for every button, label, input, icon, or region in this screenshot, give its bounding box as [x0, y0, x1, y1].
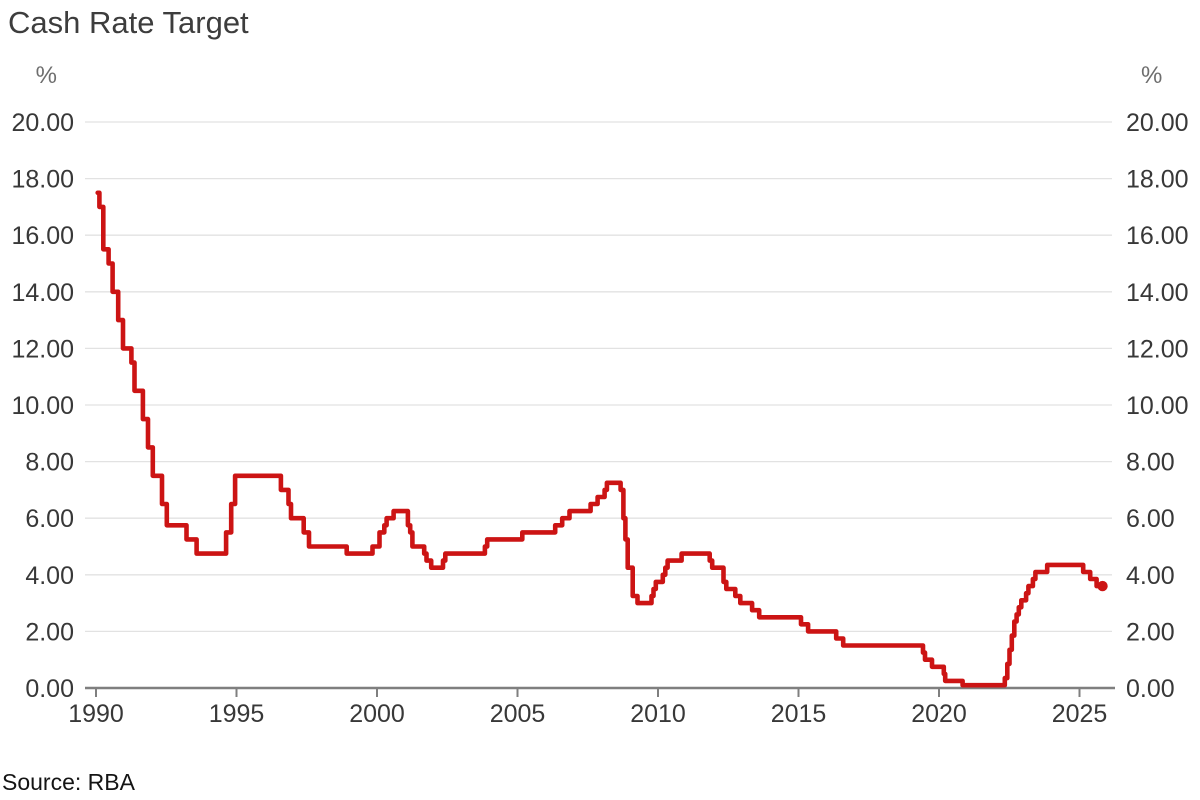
y-axis-label-right: 12.00	[1126, 335, 1189, 363]
source-note: Source: RBA	[2, 769, 135, 795]
y-axis-label-right: 2.00	[1126, 618, 1175, 646]
y-axis-label-left: 0.00	[25, 675, 74, 703]
cash-rate-line	[95, 190, 1105, 688]
y-axis-label-right: 20.00	[1126, 109, 1189, 137]
y-axis-label-right: 16.00	[1126, 222, 1189, 250]
x-axis-label: 2005	[490, 700, 546, 728]
y-axis-label-left: 14.00	[11, 279, 74, 307]
y-axis-label-right: 14.00	[1126, 279, 1189, 307]
y-axis-label-right: 0.00	[1126, 675, 1175, 703]
y-axis-unit-right: %	[1141, 62, 1162, 89]
x-axis-label: 2020	[911, 700, 967, 728]
x-axis-label: 2025	[1052, 700, 1108, 728]
x-axis-label: 2010	[630, 700, 686, 728]
y-axis-label-left: 12.00	[11, 335, 74, 363]
y-axis-label-left: 20.00	[11, 109, 74, 137]
y-axis-label-left: 2.00	[25, 618, 74, 646]
chart-title: Cash Rate Target	[8, 5, 249, 40]
y-axis-unit-left: %	[36, 62, 57, 89]
y-axis-label-right: 18.00	[1126, 166, 1189, 194]
y-axis-label-right: 6.00	[1126, 505, 1175, 533]
x-axis-label: 2000	[349, 700, 405, 728]
y-axis-label-left: 10.00	[11, 392, 74, 420]
x-axis-label: 1995	[209, 700, 265, 728]
y-axis-label-right: 10.00	[1126, 392, 1189, 420]
y-axis-label-left: 8.00	[25, 449, 74, 477]
y-axis-label-left: 18.00	[11, 166, 74, 194]
y-axis-label-left: 16.00	[11, 222, 74, 250]
y-axis-label-right: 4.00	[1126, 562, 1175, 590]
y-axis-label-left: 4.00	[25, 562, 74, 590]
x-axis-label: 1990	[68, 700, 124, 728]
x-axis-label: 2015	[771, 700, 827, 728]
y-axis-label-left: 6.00	[25, 505, 74, 533]
y-axis-label-right: 8.00	[1126, 449, 1175, 477]
end-point-marker	[1097, 580, 1108, 592]
